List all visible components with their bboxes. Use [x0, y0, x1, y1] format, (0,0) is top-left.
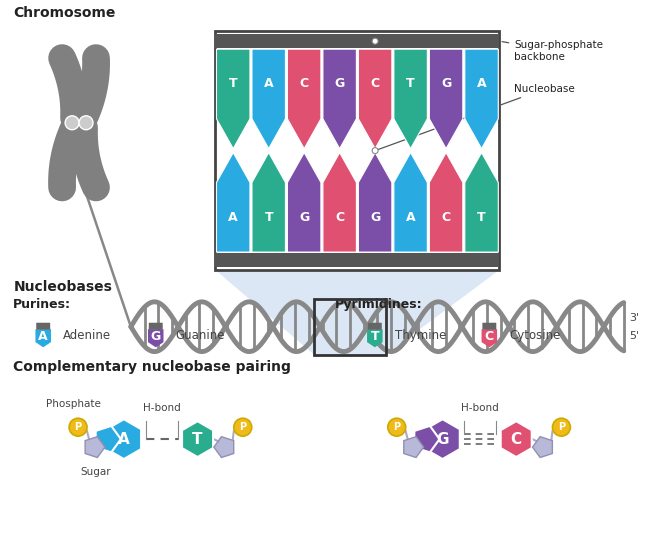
Polygon shape [414, 426, 440, 453]
Circle shape [553, 418, 571, 436]
FancyBboxPatch shape [483, 323, 496, 330]
Text: T: T [193, 431, 203, 447]
Polygon shape [500, 421, 532, 457]
Text: T: T [264, 211, 273, 224]
Text: A: A [118, 431, 130, 447]
Text: A: A [264, 77, 273, 91]
Text: P: P [393, 422, 401, 432]
Text: T: T [477, 211, 486, 224]
Polygon shape [358, 49, 392, 148]
Text: P: P [75, 422, 81, 432]
Bar [216, 253, 499, 267]
Text: G: G [334, 77, 345, 91]
Text: A: A [228, 211, 238, 224]
Text: Guanine: Guanine [175, 329, 225, 342]
Text: 5': 5' [629, 330, 639, 341]
Circle shape [234, 418, 252, 436]
Polygon shape [323, 153, 356, 252]
Polygon shape [323, 49, 356, 148]
Polygon shape [252, 153, 285, 252]
Text: Nucleobase: Nucleobase [378, 84, 575, 150]
FancyBboxPatch shape [368, 323, 382, 330]
Polygon shape [532, 437, 552, 457]
Text: C: C [371, 77, 380, 91]
FancyBboxPatch shape [36, 323, 50, 330]
Text: G: G [370, 211, 380, 224]
Text: A: A [406, 211, 416, 224]
Text: C: C [335, 211, 344, 224]
Polygon shape [367, 329, 383, 347]
Text: Purines:: Purines: [13, 298, 71, 311]
Circle shape [388, 418, 406, 436]
Text: Chromosome: Chromosome [13, 6, 116, 21]
Polygon shape [216, 270, 499, 355]
Polygon shape [148, 329, 164, 347]
Text: H-bond: H-bond [461, 403, 499, 413]
Circle shape [372, 147, 378, 153]
Circle shape [79, 116, 93, 130]
Text: T: T [229, 77, 238, 91]
Polygon shape [287, 49, 321, 148]
Polygon shape [85, 437, 105, 457]
Text: Cytosine: Cytosine [509, 329, 561, 342]
Text: Nucleobases: Nucleobases [13, 280, 113, 294]
Polygon shape [36, 329, 51, 347]
Polygon shape [425, 419, 460, 459]
Polygon shape [430, 153, 463, 252]
Polygon shape [358, 153, 392, 252]
Polygon shape [252, 49, 285, 148]
Polygon shape [216, 153, 250, 252]
Text: P: P [389, 404, 395, 414]
Polygon shape [481, 329, 497, 347]
Text: G: G [436, 431, 449, 447]
Text: Sugar-phosphate
backbone: Sugar-phosphate backbone [502, 40, 603, 62]
Text: A: A [477, 77, 487, 91]
Text: Adenine: Adenine [63, 329, 111, 342]
Text: Sugar: Sugar [81, 467, 111, 477]
Circle shape [372, 38, 378, 44]
Polygon shape [107, 419, 141, 459]
Text: G: G [299, 211, 309, 224]
Text: Phosphate: Phosphate [46, 399, 101, 409]
Circle shape [65, 116, 79, 130]
Polygon shape [394, 153, 428, 252]
Text: C: C [300, 77, 308, 91]
Polygon shape [182, 421, 213, 457]
Polygon shape [404, 437, 424, 457]
Text: T: T [371, 330, 379, 343]
FancyBboxPatch shape [149, 323, 163, 330]
Text: H-bond: H-bond [143, 403, 181, 413]
Text: G: G [151, 330, 161, 343]
Text: T: T [406, 77, 415, 91]
Polygon shape [287, 153, 321, 252]
Polygon shape [465, 49, 498, 148]
Bar [216, 31, 499, 270]
Text: P: P [239, 422, 246, 432]
Polygon shape [214, 437, 234, 457]
Text: 3': 3' [629, 313, 639, 323]
Text: C: C [442, 211, 451, 224]
Text: C: C [485, 330, 494, 343]
Bar [314, 299, 386, 355]
Polygon shape [96, 426, 121, 453]
Polygon shape [394, 49, 428, 148]
Circle shape [69, 418, 87, 436]
Polygon shape [430, 49, 463, 148]
Text: G: G [441, 77, 451, 91]
Text: P: P [558, 422, 565, 432]
Text: C: C [510, 431, 522, 447]
Bar [216, 34, 499, 48]
Text: Pyrimidines:: Pyrimidines: [335, 298, 422, 311]
Text: Complementary nucleobase pairing: Complementary nucleobase pairing [13, 360, 291, 374]
Polygon shape [216, 49, 250, 148]
Polygon shape [465, 153, 498, 252]
Text: A: A [38, 330, 48, 343]
Text: Thymine: Thymine [395, 329, 446, 342]
